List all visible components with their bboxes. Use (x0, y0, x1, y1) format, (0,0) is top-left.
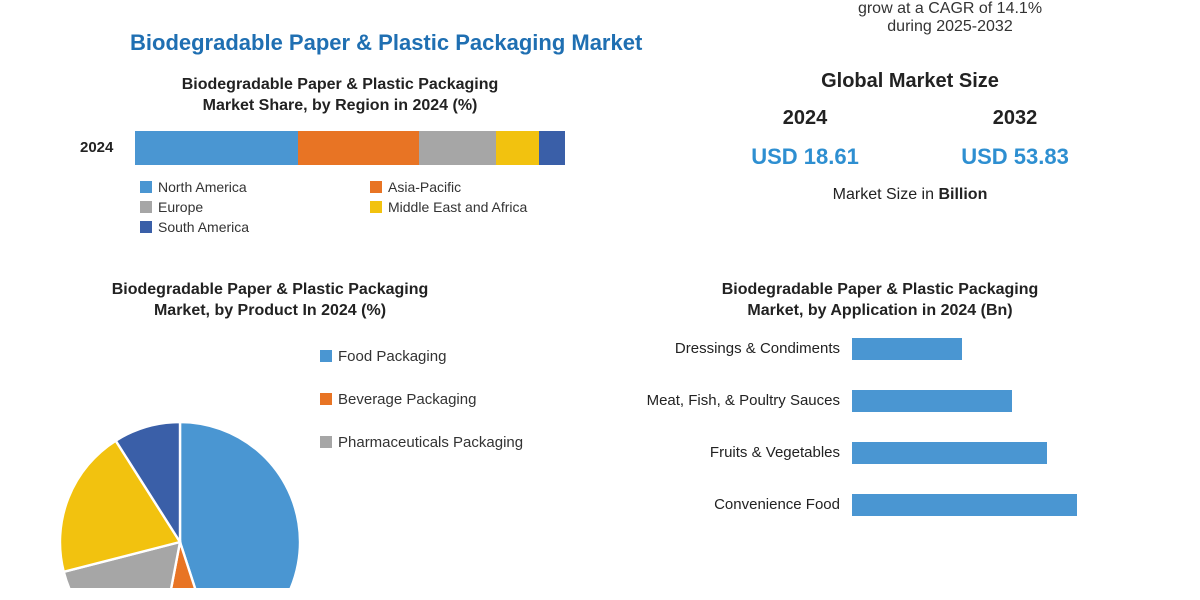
legend-label: Middle East and Africa (388, 199, 527, 215)
application-label: Fruits & Vegetables (620, 444, 852, 461)
region-title-l2: Market Share, by Region in 2024 (%) (80, 96, 600, 117)
legend-swatch (140, 201, 152, 213)
gms-year-b: 2032 (993, 107, 1038, 130)
gms-title: Global Market Size (700, 70, 1120, 93)
legend-swatch (320, 436, 332, 448)
global-market-size-block: Global Market Size 2024 2032 USD 18.61 U… (700, 70, 1120, 204)
application-row: Meat, Fish, & Poultry Sauces (620, 388, 1140, 414)
application-row: Dressings & Condiments (620, 336, 1140, 362)
product-legend: Food Packaging Beverage Packaging Pharmace… (320, 348, 580, 588)
application-bar (852, 390, 1012, 412)
gms-subtitle: Market Size in Billion (700, 186, 1120, 204)
region-chart: Biodegradable Paper & Plastic Packaging … (80, 75, 600, 239)
region-legend-item: North America (140, 179, 370, 195)
region-title-l1: Biodegradable Paper & Plastic Packaging (80, 75, 600, 96)
app-title-l2: Market, by Application in 2024 (Bn) (620, 301, 1140, 322)
region-legend-item: Europe (140, 199, 370, 215)
product-legend-item: Beverage Packaging (320, 391, 580, 408)
product-title-l1: Biodegradable Paper & Plastic Packaging (60, 280, 480, 301)
region-legend-item: Asia-Pacific (370, 179, 600, 195)
legend-label: Europe (158, 199, 203, 215)
application-bar (852, 338, 962, 360)
legend-label: Food Packaging (338, 348, 446, 365)
region-seg-south-america (539, 131, 565, 165)
legend-swatch (370, 181, 382, 193)
pie-slice (180, 422, 300, 588)
application-bar (852, 442, 1047, 464)
legend-label: South America (158, 219, 249, 235)
application-label: Convenience Food (620, 496, 852, 513)
legend-swatch (320, 393, 332, 405)
gms-val-a: USD 18.61 (751, 144, 859, 170)
product-pie (60, 328, 300, 588)
cagr-line2: during 2025-2032 (820, 18, 1080, 36)
application-bar (852, 494, 1077, 516)
product-chart: Biodegradable Paper & Plastic Packaging … (60, 280, 620, 588)
product-legend-item: Food Packaging (320, 348, 580, 365)
legend-label: Beverage Packaging (338, 391, 476, 408)
page-title: Biodegradable Paper & Plastic Packaging … (130, 30, 642, 56)
application-row: Fruits & Vegetables (620, 440, 1140, 466)
legend-label: Pharmaceuticals Packaging (338, 434, 523, 451)
app-title-l1: Biodegradable Paper & Plastic Packaging (620, 280, 1140, 301)
cagr-line1: grow at a CAGR of 14.1% (820, 0, 1080, 18)
application-rows: Dressings & Condiments Meat, Fish, & Poul… (620, 336, 1140, 518)
application-label: Dressings & Condiments (620, 340, 852, 357)
region-seg-asia-pacific (298, 131, 418, 165)
legend-label: Asia-Pacific (388, 179, 461, 195)
product-legend-item: Pharmaceuticals Packaging (320, 434, 580, 451)
application-label: Meat, Fish, & Poultry Sauces (620, 392, 852, 409)
legend-swatch (320, 350, 332, 362)
application-chart: Biodegradable Paper & Plastic Packaging … (620, 280, 1140, 544)
legend-swatch (370, 201, 382, 213)
cagr-text: grow at a CAGR of 14.1% during 2025-2032 (820, 0, 1080, 36)
legend-swatch (140, 221, 152, 233)
legend-swatch (140, 181, 152, 193)
gms-sub-prefix: Market Size in (833, 186, 939, 203)
region-stacked-bar (135, 131, 565, 165)
region-legend: North America Asia-Pacific Europe Middle Ea… (140, 179, 600, 239)
legend-label: North America (158, 179, 247, 195)
region-year-label: 2024 (80, 139, 135, 156)
region-legend-item: South America (140, 219, 370, 235)
region-seg-middle-east-and-africa (496, 131, 539, 165)
application-row: Convenience Food (620, 492, 1140, 518)
region-seg-europe (419, 131, 496, 165)
gms-val-b: USD 53.83 (961, 144, 1069, 170)
region-seg-north-america (135, 131, 298, 165)
region-legend-item: Middle East and Africa (370, 199, 600, 215)
product-title-l2: Market, by Product In 2024 (%) (60, 301, 480, 322)
gms-year-a: 2024 (783, 107, 828, 130)
gms-sub-bold: Billion (938, 186, 987, 203)
